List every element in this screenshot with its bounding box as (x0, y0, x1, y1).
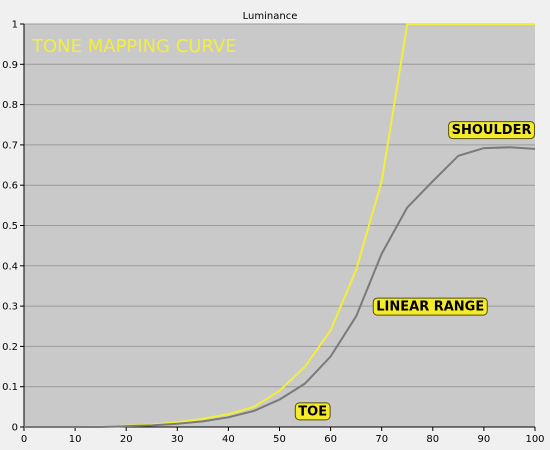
y-tick-label: 0 (12, 423, 18, 434)
y-tick-label: 0.5 (2, 221, 18, 232)
x-tick-label: 50 (273, 434, 286, 445)
y-tick-label: 0.7 (2, 140, 18, 151)
y-tick-label: 0.2 (2, 342, 18, 353)
annotation-box (372, 297, 488, 316)
x-tick-label: 80 (426, 434, 439, 445)
x-tick-label: 10 (69, 434, 82, 445)
y-tick-label: 0.6 (2, 181, 18, 192)
chart-title: Luminance (243, 11, 298, 22)
x-tick-label: 30 (171, 434, 184, 445)
y-tick-label: 0.4 (2, 261, 18, 272)
x-tick-label: 70 (375, 434, 388, 445)
annotation-text: LINEAR RANGE (376, 300, 484, 315)
x-tick-label: 60 (324, 434, 337, 445)
annotation-text: TOE (298, 404, 327, 419)
annotation-box (294, 402, 331, 421)
x-tick-label: 90 (478, 434, 491, 445)
y-axis-ticks: 0 0.1 0.2 0.3 0.4 0.5 0.6 0.7 0.8 0.9 1 (2, 20, 24, 434)
series-line-gray (24, 146, 536, 428)
annotation-box (448, 121, 535, 140)
y-tick-label: 0.3 (2, 302, 18, 313)
annotation-label: TOE (294, 402, 331, 421)
x-tick-label: 20 (120, 434, 133, 445)
y-tick-label: 0.8 (2, 100, 18, 111)
x-tick-label: 100 (525, 434, 544, 445)
y-tick-label: 1 (12, 20, 18, 31)
series-lines (24, 23, 536, 428)
annotation-label: SHOULDER (448, 121, 535, 140)
x-tick-label: 40 (222, 434, 235, 445)
y-tick-label: 0.9 (2, 60, 18, 71)
y-tick-label: 0.1 (2, 382, 18, 393)
annotation-text: SHOULDER (452, 123, 532, 138)
annotation-label: LINEAR RANGE (372, 297, 488, 316)
x-tick-label: 0 (21, 434, 27, 445)
annotations: SHOULDER LINEAR RANGE TOE (294, 121, 535, 421)
x-axis-ticks: 0 10 20 30 40 50 60 70 80 90 100 (21, 427, 545, 445)
overlay-title: TONE MAPPING CURVE (31, 36, 237, 57)
